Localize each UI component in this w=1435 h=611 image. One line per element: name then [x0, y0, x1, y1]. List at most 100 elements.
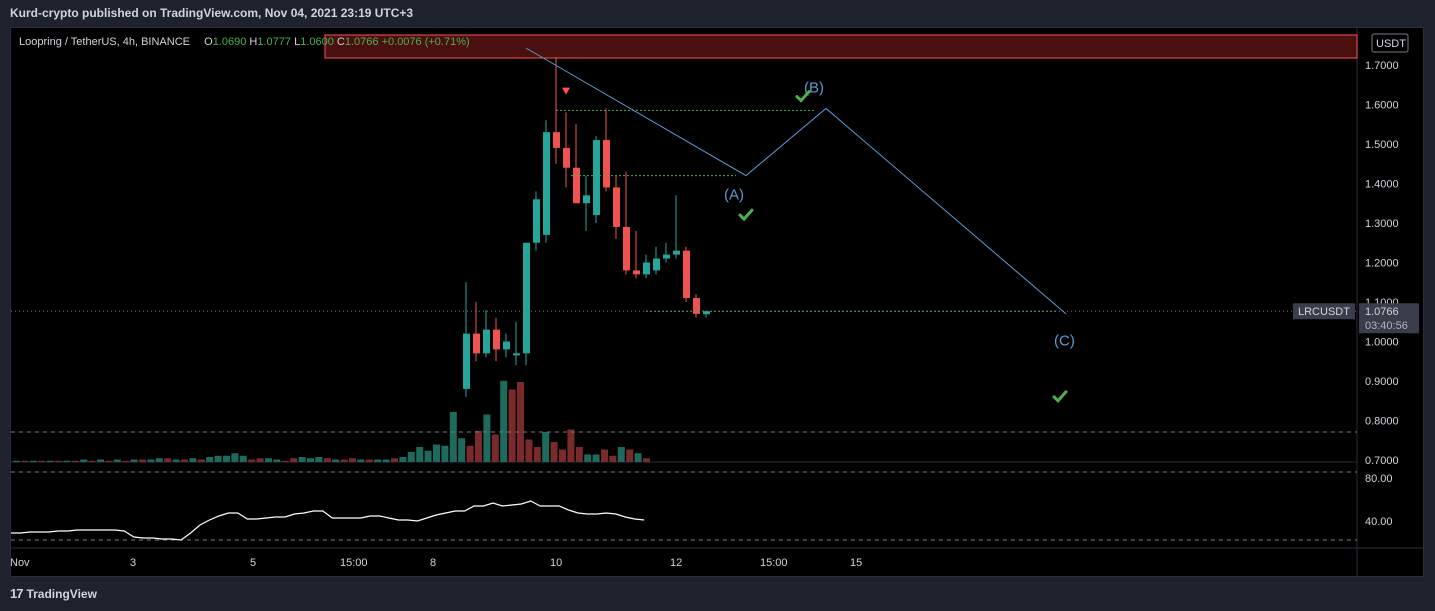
volume-bar	[466, 445, 474, 462]
volume-bar	[63, 460, 71, 462]
candle-body[interactable]	[603, 140, 610, 188]
volume-bar	[231, 453, 239, 462]
candle-body[interactable]	[553, 132, 560, 148]
wave-label-a: (A)	[724, 186, 744, 203]
symbol-title[interactable]: Loopring / TetherUS, 4h, BINANCE	[19, 36, 190, 48]
candle-body[interactable]	[513, 353, 520, 356]
time-tick-label: Nov	[11, 557, 30, 569]
check-icon	[738, 208, 754, 222]
candle-body[interactable]	[673, 250, 680, 255]
open-label: O	[204, 36, 213, 48]
candle-body[interactable]	[703, 311, 710, 315]
volume-bar	[550, 442, 558, 462]
tradingview-logo-icon: 17	[10, 586, 24, 601]
volume-bar	[575, 447, 583, 462]
rsi-lower-label: 40.00	[1365, 516, 1393, 528]
time-tick-label: 3	[130, 557, 136, 569]
volume-bar	[374, 459, 382, 462]
volume-bar	[46, 460, 54, 462]
volume-bar	[491, 434, 499, 462]
candle-body[interactable]	[523, 242, 530, 354]
volume-bar	[88, 460, 96, 462]
volume-bar	[290, 458, 298, 462]
volume-bar	[634, 453, 642, 462]
countdown-label: 03:40:56	[1365, 320, 1408, 332]
candle-body[interactable]	[643, 262, 650, 275]
volume-bar	[214, 455, 222, 462]
candle-body[interactable]	[683, 250, 690, 299]
volume-bar	[113, 459, 121, 462]
volume-bar	[399, 457, 407, 462]
volume-bar	[483, 414, 491, 462]
high-label: H	[249, 36, 258, 48]
volume-bar	[139, 459, 146, 462]
volume-bar	[29, 460, 37, 462]
volume-bar	[458, 438, 466, 462]
volume-bar	[206, 457, 214, 462]
volume-bar	[517, 382, 524, 462]
time-tick-label: 15	[850, 557, 862, 569]
currency-label: USDT	[1376, 38, 1406, 50]
last-price-tag	[1359, 303, 1419, 334]
chart-frame[interactable]: (A) (B) (C) 0.7000 0.8000 0.9000 1.0000 1.1000 1…	[10, 27, 1424, 577]
candle-body[interactable]	[533, 199, 540, 243]
volume-bar	[391, 458, 398, 462]
volume-bar	[449, 412, 457, 462]
tradingview-brand: TradingView	[26, 586, 97, 601]
price-tick-label: 1.3000	[1365, 218, 1399, 230]
volume-bar	[416, 447, 424, 462]
candle-body[interactable]	[593, 140, 600, 216]
volume-bar	[475, 430, 482, 462]
price-tick-label: 1.4000	[1365, 179, 1399, 191]
volume-bar	[559, 449, 566, 462]
candle-body[interactable]	[473, 333, 480, 354]
sell-signal-icon	[562, 87, 570, 95]
volume-bar	[281, 460, 289, 462]
volume-bar	[365, 459, 373, 462]
candle-body[interactable]	[573, 167, 580, 204]
candle-body[interactable]	[663, 254, 670, 259]
candle-body[interactable]	[583, 195, 590, 204]
resistance-zone[interactable]	[324, 34, 1358, 59]
price-tick-label: 1.2000	[1365, 258, 1399, 270]
volume-bar	[172, 459, 180, 462]
volume-bar	[424, 450, 432, 462]
volume-bar	[55, 460, 62, 462]
candle-body[interactable]	[653, 258, 660, 271]
volume-bar	[265, 458, 272, 462]
candle-body[interactable]	[493, 329, 500, 350]
candle-body[interactable]	[483, 329, 490, 354]
volume-bar	[584, 454, 592, 462]
low-value: 1.0600	[300, 36, 334, 48]
volume-bar	[567, 429, 575, 462]
candle-body[interactable]	[563, 147, 570, 168]
candle-body[interactable]	[463, 333, 470, 389]
wave-label-c: (C)	[1054, 332, 1075, 349]
volume-bar	[80, 459, 88, 462]
candle-body[interactable]	[623, 226, 630, 271]
volume-bar	[181, 459, 188, 462]
volume-bar	[122, 460, 130, 462]
candle-body[interactable]	[613, 187, 620, 227]
volume-bar	[307, 458, 314, 462]
time-tick-label: 5	[250, 557, 256, 569]
chart-canvas[interactable]: (A)(B)(C)0.70000.80000.90001.00001.10001…	[11, 28, 1424, 577]
candle-body[interactable]	[543, 132, 550, 235]
volume-bar	[164, 458, 172, 462]
wave-path[interactable]	[525, 47, 1067, 315]
check-icon	[1052, 390, 1068, 403]
candle-body[interactable]	[633, 270, 640, 275]
change-value: +0.0076 (+0.71%)	[381, 36, 470, 48]
footer-brand[interactable]: 17 TradingView	[10, 586, 97, 601]
volume-bar	[130, 459, 138, 462]
candle-body[interactable]	[503, 341, 510, 350]
rsi-line[interactable]	[11, 500, 645, 541]
price-tick-label: 1.6000	[1365, 100, 1399, 112]
volume-bar	[97, 459, 104, 462]
currency-box[interactable]	[1371, 33, 1409, 53]
close-label: C	[336, 36, 345, 48]
time-tick-label: 15:00	[340, 557, 368, 569]
volume-bar	[315, 457, 323, 462]
candle-body[interactable]	[693, 298, 700, 314]
last-price-label: 1.0766	[1365, 306, 1399, 318]
